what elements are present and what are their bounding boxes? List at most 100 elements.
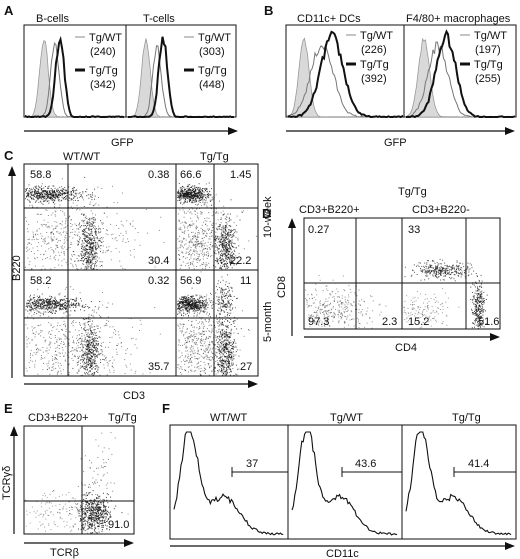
c4-dot-neg: [207, 346, 209, 348]
c4-dot-b-cells: [196, 304, 198, 306]
c3-dot-t-cells: [93, 353, 95, 355]
c1-dot-b-cells: [46, 192, 48, 194]
c1-dot-neg: [74, 234, 75, 236]
c3-dot-b-cells: [54, 312, 56, 314]
c2-dot-b-cells: [179, 198, 181, 200]
c2-dot-t-cells: [222, 253, 224, 255]
c2-dot-t-cells: [237, 262, 239, 264]
c3-dot-neg: [44, 341, 46, 343]
c3-dot-neg: [85, 329, 87, 331]
c3-dot-b-cells: [47, 308, 49, 310]
c3-dot-t-cells: [86, 372, 88, 374]
c2-dot-b-cells: [191, 200, 193, 202]
c2-dot-t-cells: [215, 244, 217, 246]
c2-dot-neg: [206, 251, 207, 253]
c1-dot-neg: [80, 214, 82, 215]
c1-dot-neg: [72, 266, 74, 268]
c2-dot-t-cells: [231, 267, 233, 269]
c1-dot-neg: [74, 231, 76, 233]
c2-dot-neg: [200, 241, 201, 243]
c1-dot-neg: [36, 246, 38, 248]
c1-dot-b-cells: [38, 197, 40, 199]
c3-dot-t-cells: [84, 353, 85, 354]
c3-dot-neg: [77, 345, 79, 347]
c4-dot-b-cells: [180, 303, 182, 305]
c2-dot-neg: [205, 223, 206, 225]
c1-dot-neg: [54, 259, 56, 261]
c1-dot-neg: [91, 224, 93, 225]
c4-dot-t-cells: [233, 354, 235, 356]
c3-dot-t-cells: [82, 355, 84, 357]
c1-dot-neg: [45, 250, 46, 252]
c1-dot-t-cells: [86, 244, 88, 246]
c2-dot-neg: [199, 253, 200, 255]
c1-dot-b-cells: [34, 201, 36, 203]
c1-dot-neg: [85, 254, 86, 256]
c1-dot-t-cells: [91, 243, 93, 245]
c1-dot-t-cells: [91, 260, 93, 262]
c3-dot-b-cells: [74, 304, 76, 306]
c3-dot-t-cells: [96, 325, 98, 327]
c4-dot-t-cells: [224, 356, 226, 358]
c1-dot-neg: [96, 234, 97, 236]
c2-dot-b-cells: [191, 195, 193, 197]
c3-dot-t-cells: [91, 326, 93, 328]
c3-dot-b-cells: [39, 304, 41, 306]
c3-dot-neg: [48, 360, 50, 362]
c2-dot-b-cells: [180, 189, 182, 191]
c1-dot-b-cells: [56, 190, 57, 192]
c3-dot-neg: [68, 345, 70, 346]
c3-dot-neg: [80, 324, 81, 326]
c2-dot-b-cells: [195, 190, 197, 191]
c3-dot-t-cells: [80, 359, 82, 361]
c2-dot-neg: [248, 240, 250, 242]
c2-dot-neg: [210, 208, 212, 210]
c1-dot-b-cells: [54, 194, 56, 196]
c1-dot-t-cells: [86, 256, 88, 257]
a-title-bcells: B-cells: [36, 13, 70, 25]
c3-dot-b-cells: [54, 297, 56, 299]
c3-dot-neg: [105, 324, 107, 326]
c1-dot-neg: [95, 233, 97, 234]
c1-dot-b-cells: [53, 192, 55, 194]
c2-dot-neg: [223, 205, 225, 207]
c2-dot-neg: [208, 217, 210, 219]
c3-dot-neg: [37, 347, 38, 349]
c1-dot-neg: [124, 268, 126, 270]
c2-dot-t-cells: [227, 237, 229, 239]
c2-dot-neg: [211, 255, 213, 257]
c1-dot-neg: [31, 239, 33, 241]
c3-dot-b-cells: [46, 307, 48, 309]
c4-dot-b-cells: [204, 308, 206, 310]
c3-dot-neg: [86, 368, 88, 370]
c3-dot-t-cells: [82, 366, 84, 368]
c1-dot-t-cells: [92, 255, 94, 257]
c3-dot-t-cells: [89, 343, 91, 345]
c3-dot-t-cells: [91, 365, 93, 367]
c1-dot-b-cells: [28, 193, 30, 195]
c2-dot-neg: [226, 243, 228, 244]
c4-dot-neg: [188, 366, 190, 368]
c3-dot-neg: [68, 372, 70, 374]
c3-dot-b-cells: [49, 312, 51, 313]
c3-dot-t-cells: [81, 366, 83, 368]
c2-dot-b-cells: [192, 202, 193, 204]
c4-dot-t-cells: [228, 363, 229, 365]
c2-dot-b-cells: [177, 196, 179, 198]
c3-dot-neg: [154, 307, 156, 308]
c2-dot-neg: [204, 220, 206, 222]
c1-dot-b-cells: [58, 191, 60, 193]
c4-dot-b-cells: [187, 294, 189, 296]
c3-dot-neg: [63, 356, 65, 357]
c1-dot-t-cells: [91, 258, 93, 260]
c4-dot-b-cells: [186, 300, 188, 302]
c2-dot-neg: [226, 234, 228, 236]
c3-dot-b-cells: [71, 304, 73, 306]
c1-dot-b-cells: [69, 197, 71, 199]
c4-dot-b-cells: [190, 304, 192, 306]
c1-dot-neg: [122, 240, 124, 242]
c2-dot-t-cells: [222, 243, 224, 245]
c3-dot-neg: [71, 358, 73, 360]
c3-dot-b-cells: [80, 309, 81, 311]
c2-dot-neg: [218, 251, 220, 253]
